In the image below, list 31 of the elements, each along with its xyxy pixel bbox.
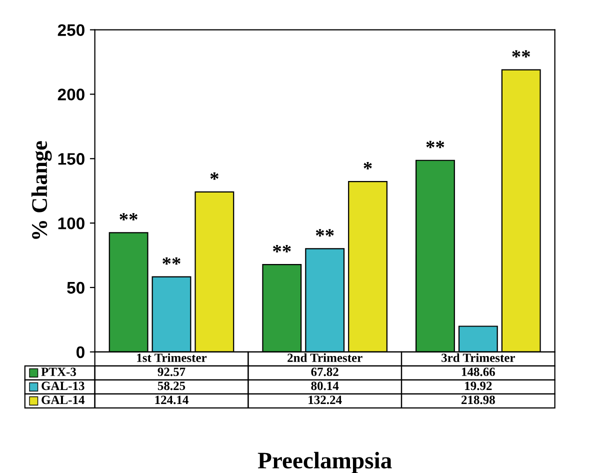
annotation: *	[210, 172, 218, 180]
y-tick-label: 200	[58, 88, 84, 100]
y-tick-label: 0	[76, 346, 84, 358]
annotation: **	[272, 244, 291, 252]
y-tick-label: 250	[58, 24, 84, 36]
data-label: 67.82	[311, 368, 338, 376]
annotation: *	[364, 162, 372, 170]
data-label: 148.66	[462, 368, 495, 376]
legend-label: GAL-13	[42, 382, 84, 390]
data-label: 218.98	[462, 396, 495, 404]
annotation: **	[512, 50, 530, 58]
annotation: **	[162, 257, 180, 265]
data-label: 80.14	[311, 382, 339, 390]
annotation: **	[120, 213, 138, 220]
x-tick-label: 2nd Trimester	[288, 353, 362, 362]
data-label: 92.57	[158, 368, 186, 376]
y-tick-label: 50	[67, 282, 84, 294]
y-tick-label: 150	[58, 153, 84, 165]
annotation: **	[316, 229, 334, 236]
data-label: 19.92	[465, 382, 492, 390]
data-label: 132.24	[308, 396, 342, 404]
legend-label: PTX-3	[41, 368, 76, 376]
x-axis-title: Preeclampsia	[258, 452, 392, 473]
data-label: 58.25	[158, 382, 186, 390]
y-tick-label: 100	[58, 217, 84, 230]
legend-label: GAL-14	[42, 396, 85, 404]
y-axis-title: % Change	[31, 141, 52, 239]
x-tick-label: 3rd Trimester	[442, 353, 515, 362]
annotation: **	[426, 140, 444, 148]
data-label: 124.14	[155, 396, 188, 404]
x-tick-label: 1st Trimester	[137, 353, 207, 362]
